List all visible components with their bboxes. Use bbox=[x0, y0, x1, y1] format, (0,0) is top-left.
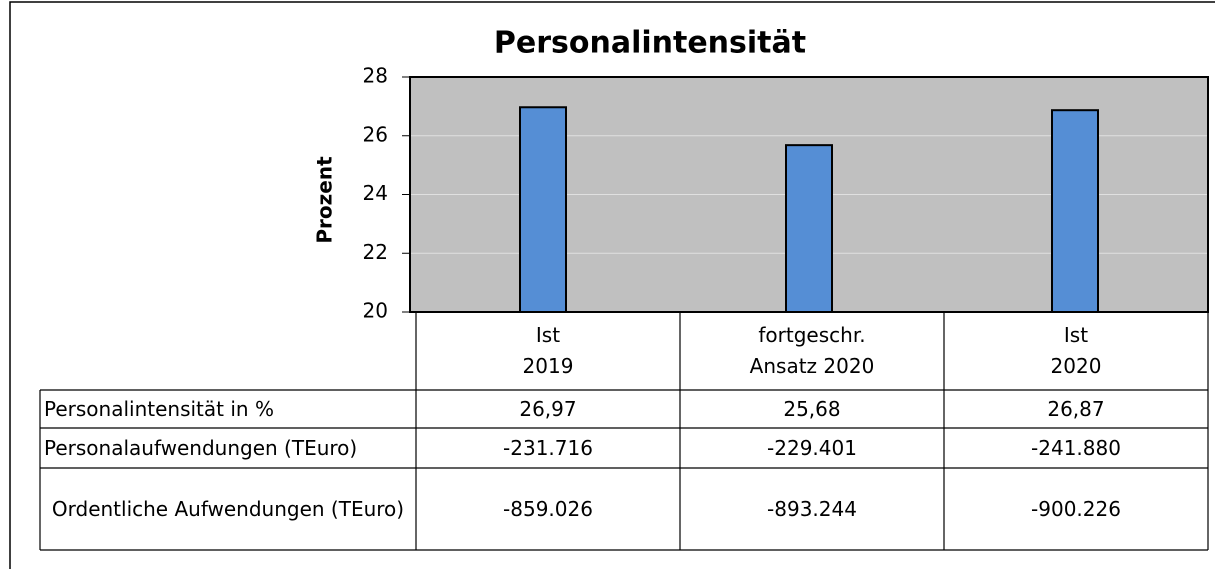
chart-title: Personalintensität bbox=[494, 26, 806, 61]
y-tick-label: 28 bbox=[363, 64, 388, 88]
x-tick-label: fortgeschr. Ansatz 2020 bbox=[749, 323, 875, 378]
table-value: 25,68 bbox=[783, 396, 841, 421]
y-tick-label: 24 bbox=[363, 181, 388, 205]
row-label: Ordentliche Aufwendungen (TEuro) bbox=[51, 496, 405, 521]
table-value: -231.716 bbox=[503, 435, 593, 460]
bar bbox=[1051, 109, 1099, 313]
frame bbox=[9, 1, 1215, 569]
table-value: -859.026 bbox=[503, 496, 593, 521]
y-tick-label: 22 bbox=[363, 240, 388, 264]
row-label: Personalintensität in % bbox=[44, 396, 274, 421]
table-value: 26,87 bbox=[1047, 396, 1105, 421]
y-tick-label: 20 bbox=[363, 299, 388, 323]
table-value: -229.401 bbox=[767, 435, 857, 460]
row-label: Personalaufwendungen (TEuro) bbox=[44, 435, 358, 460]
y-axis-label: Prozent bbox=[313, 156, 337, 244]
bar bbox=[519, 106, 567, 313]
table-value: -241.880 bbox=[1031, 435, 1121, 460]
y-tick-label: 26 bbox=[363, 122, 388, 146]
x-tick-label: Ist 2019 bbox=[522, 323, 574, 378]
bar bbox=[785, 144, 833, 313]
x-tick-label: Ist 2020 bbox=[1050, 323, 1102, 378]
table-value: 26,97 bbox=[519, 396, 577, 421]
table-value: -900.226 bbox=[1031, 496, 1121, 521]
table-value: -893.244 bbox=[767, 496, 857, 521]
